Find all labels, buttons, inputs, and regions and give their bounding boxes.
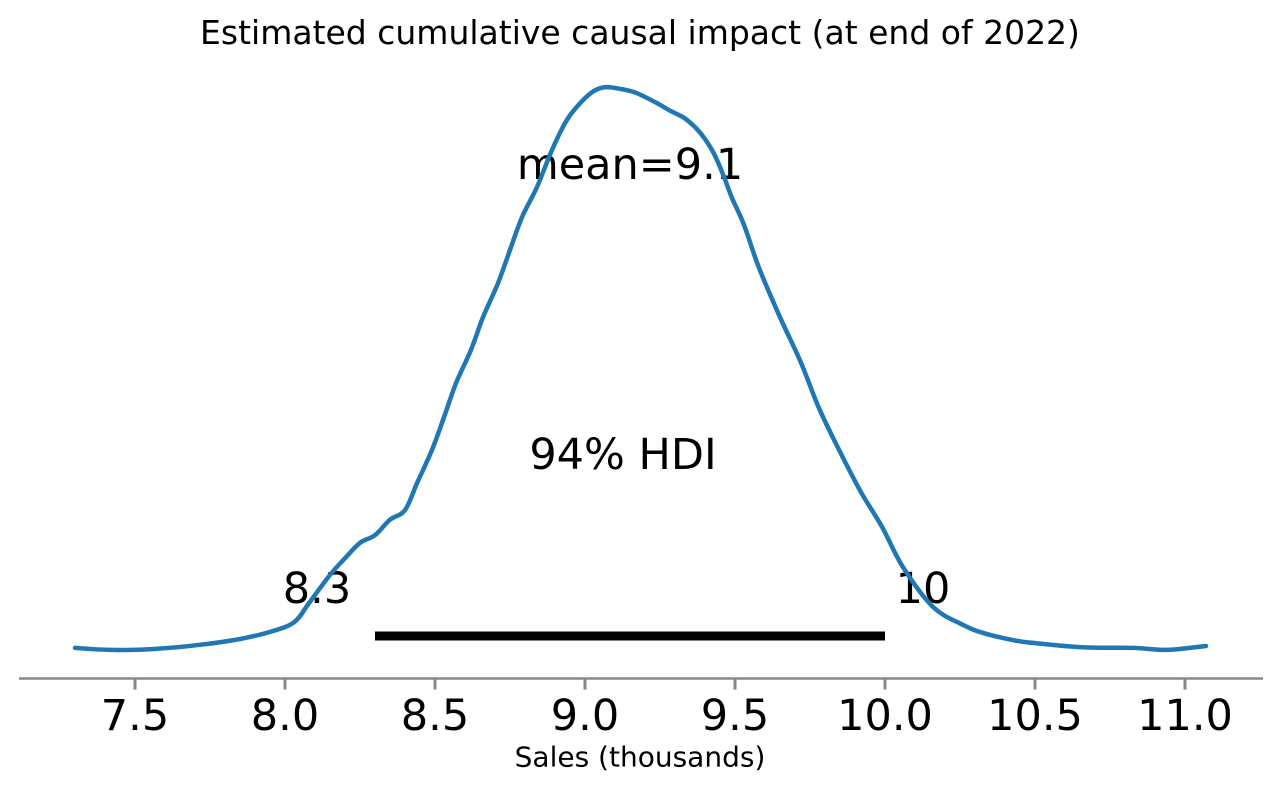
plot-title: Estimated cumulative causal impact (at e… — [200, 13, 1080, 52]
hdi-upper-bound-label: 10 — [895, 564, 951, 614]
hdi-lower-bound-label: 8.3 — [282, 564, 352, 614]
x-tick-label: 10.0 — [837, 691, 933, 741]
x-axis-label: Sales (thousands) — [514, 740, 766, 774]
mean-annotation: mean=9.1 — [516, 140, 744, 190]
hdi-probability-label: 94% HDI — [529, 430, 717, 480]
x-tick-label: 9.0 — [550, 691, 620, 741]
x-tick-label: 11.0 — [1137, 691, 1233, 741]
x-tick-label: 8.0 — [250, 691, 320, 741]
x-tick-label: 9.5 — [700, 691, 770, 741]
x-tick-label: 10.5 — [987, 691, 1083, 741]
x-tick-label: 8.5 — [400, 691, 470, 741]
x-tick-label: 7.5 — [100, 691, 170, 741]
